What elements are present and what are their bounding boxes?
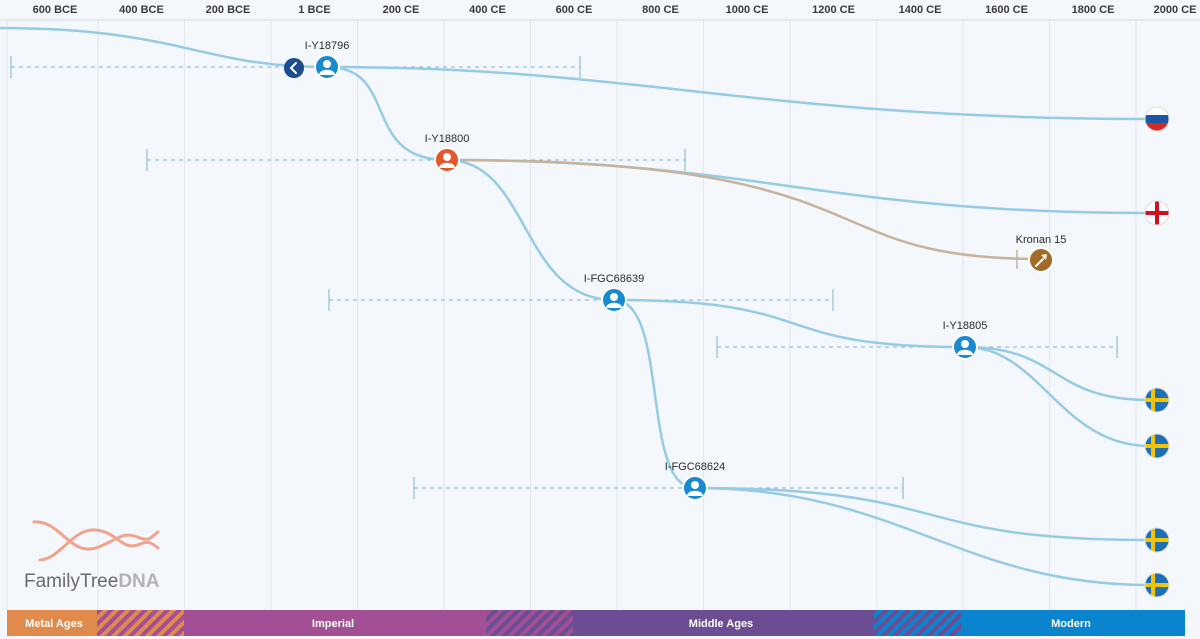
logo-text-bold: DNA — [118, 571, 159, 592]
time-axis: 600 BCE 400 BCE 200 BCE 1 BCE 200 CE 400 CE 60… — [0, 0, 1200, 610]
axis-tick-label: 1400 CE — [899, 4, 942, 16]
trowel-icon — [1035, 254, 1047, 267]
era-middle-ages[interactable] — [573, 610, 874, 636]
range-i-fgc68624 — [413, 477, 904, 499]
node-label: I-Y18800 — [425, 133, 470, 145]
lineage-line — [612, 298, 697, 490]
person-icon — [687, 481, 703, 496]
node-i-y18800[interactable]: I-Y18800 — [425, 133, 470, 173]
sweden-flag-icon — [1144, 387, 1170, 413]
era-transition — [97, 610, 184, 636]
era-label: Middle Ages — [689, 618, 753, 630]
flag-sweden[interactable] — [1144, 572, 1170, 598]
person-icon — [439, 153, 455, 168]
collapse-parent-button[interactable] — [284, 58, 304, 78]
lineage-curves — [0, 26, 1152, 587]
axis-tick-label: 200 CE — [383, 4, 420, 16]
lineage-line — [693, 486, 1152, 587]
lineage-line — [612, 298, 967, 349]
flag-sweden[interactable] — [1144, 433, 1170, 459]
axis-tick-label: 1200 CE — [812, 4, 855, 16]
lineage-line — [325, 65, 1152, 121]
flag-england[interactable] — [1144, 200, 1170, 226]
axis-tick-label: 200 BCE — [206, 4, 251, 16]
sweden-flag-icon — [1144, 572, 1170, 598]
flag-sweden[interactable] — [1144, 527, 1170, 553]
lineage-line — [693, 486, 1152, 542]
confidence-ranges — [10, 56, 1118, 499]
russia-flag-icon — [1144, 106, 1170, 132]
lineage-line — [0, 26, 329, 69]
axis-tick-label: 2000 CE — [1154, 4, 1197, 16]
gridlines — [6, 20, 1137, 610]
person-icon — [319, 60, 335, 75]
axis-tick-label: 1800 CE — [1072, 4, 1115, 16]
lineage-line — [445, 158, 616, 302]
flag-russia[interactable] — [1144, 106, 1170, 132]
node-i-y18796[interactable]: I-Y18796 — [305, 40, 350, 80]
era-metal-ages[interactable] — [7, 610, 97, 636]
era-label: Metal Ages — [25, 618, 83, 630]
lineage-line — [963, 345, 1152, 448]
era-transition — [486, 610, 573, 636]
sample-label: Kronan 15 — [1016, 234, 1067, 246]
flag-sweden[interactable] — [1144, 387, 1170, 413]
sample-kronan-15[interactable]: Kronan 15 — [1016, 234, 1067, 273]
sample-lineage-line — [445, 158, 1043, 261]
era-label: Imperial — [312, 618, 354, 630]
range-i-fgc68639 — [328, 289, 834, 311]
familytreedna-logo: FamilyTreeDNA — [24, 520, 160, 592]
node-i-fgc68624[interactable]: I-FGC68624 — [665, 461, 726, 501]
axis-tick-label: 1000 CE — [726, 4, 769, 16]
axis-tick-label: 600 CE — [556, 4, 593, 16]
era-label: Modern — [1051, 618, 1091, 630]
node-i-fgc68639[interactable]: I-FGC68639 — [584, 273, 645, 313]
axis-tick-label: 1600 CE — [985, 4, 1028, 16]
axis-tick-label: 600 BCE — [33, 4, 78, 16]
lineage-line — [445, 158, 1152, 215]
node-label: I-Y18805 — [943, 320, 988, 332]
england-flag-icon — [1144, 200, 1170, 226]
logo-text-regular: FamilyTree — [24, 571, 118, 592]
era-bar: Metal Ages Imperial Middle Ages Modern — [7, 610, 1185, 636]
axis-tick-label: 400 CE — [469, 4, 506, 16]
range-i-y18800 — [146, 149, 686, 171]
era-modern[interactable] — [961, 610, 1185, 636]
axis-tick-label: 800 CE — [642, 4, 679, 16]
svg-text:FamilyTreeDNA: FamilyTreeDNA — [24, 571, 160, 592]
person-icon — [957, 340, 973, 355]
node-label: I-Y18796 — [305, 40, 350, 52]
node-i-y18805[interactable]: I-Y18805 — [943, 320, 988, 360]
axis-background — [0, 0, 1200, 20]
person-icon — [606, 293, 622, 308]
range-i-y18796 — [10, 56, 581, 78]
lineage-line — [963, 345, 1152, 402]
lineage-line — [325, 65, 449, 162]
chevron-left-icon — [290, 62, 297, 74]
axis-tick-label: 1 BCE — [298, 4, 330, 16]
sweden-flag-icon — [1144, 433, 1170, 459]
era-imperial[interactable] — [184, 610, 486, 636]
dna-helix-icon — [32, 520, 160, 562]
node-label: I-FGC68624 — [665, 461, 726, 473]
node-label: I-FGC68639 — [584, 273, 645, 285]
era-transition — [874, 610, 961, 636]
axis-tick-label: 400 BCE — [119, 4, 164, 16]
axis-labels: 600 BCE 400 BCE 200 BCE 1 BCE 200 CE 400 CE 60… — [33, 4, 1197, 16]
sweden-flag-icon — [1144, 527, 1170, 553]
